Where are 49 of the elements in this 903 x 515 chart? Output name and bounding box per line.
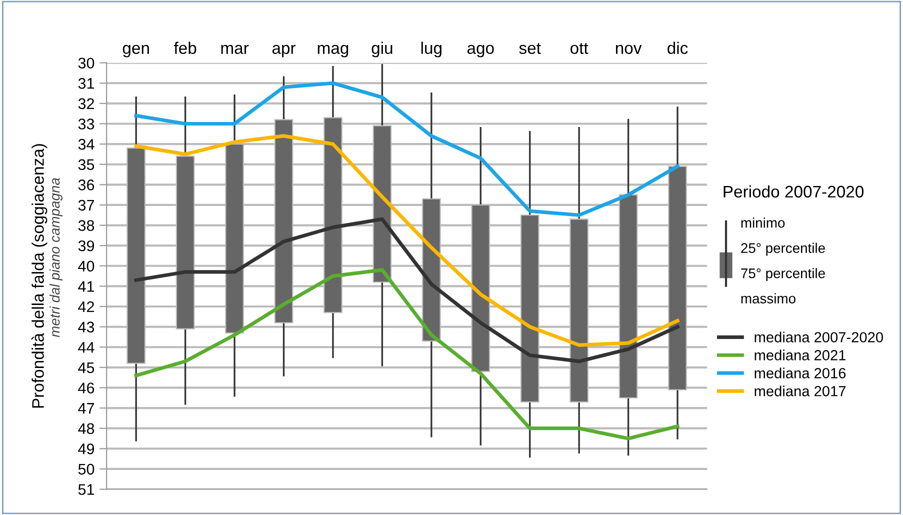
y-tick-label: 44: [78, 342, 94, 353]
y-tick-label: 43: [78, 322, 94, 332]
x-tick-label: ago: [467, 44, 494, 58]
y-tick-label: 36: [78, 180, 94, 190]
y-tick-label: 42: [78, 301, 94, 312]
line-series: [134, 268, 680, 440]
text: 25° percentile: [741, 242, 825, 256]
legend-label: mediana 2017: [754, 386, 846, 396]
y-tick-label: 31: [78, 78, 94, 89]
x-tick-label: apr: [272, 44, 296, 58]
y-tick-label: 47: [78, 403, 94, 414]
line-series: [134, 217, 680, 364]
x-tick-label: mar: [221, 44, 249, 54]
x-tick-label: ott: [570, 43, 588, 54]
legend-label: mediana 2021: [754, 350, 846, 360]
x-tick-label: lug: [421, 42, 442, 58]
line-series: [134, 134, 680, 347]
y-tick-label: 35: [78, 159, 94, 170]
y-tick-label: 45: [78, 362, 94, 374]
y-tick-label: 30: [78, 58, 94, 69]
y-tick-label: 33: [78, 118, 94, 130]
text: minimo: [741, 218, 785, 228]
x-tick-label: nov: [616, 44, 642, 54]
x-tick-label: gen: [122, 44, 149, 58]
y-tick-label: 41: [78, 281, 94, 292]
y-tick-label: 40: [78, 260, 94, 272]
legend-label: mediana 2007-2020: [754, 332, 883, 342]
text: massimo: [741, 293, 796, 304]
y-tick-label: 32: [78, 98, 94, 110]
y-axis-title: Profondità della falda (soggiacenza): [31, 144, 48, 408]
text: metri dal piano campagna: [50, 178, 62, 338]
legend-label: mediana 2016: [754, 368, 846, 378]
y-tick-label: 34: [78, 138, 94, 150]
y-tick-label: 37: [78, 200, 94, 211]
y-tick-label: 49: [78, 444, 94, 454]
y-tick-label: 38: [78, 220, 94, 231]
y-tick-label: 46: [78, 382, 94, 394]
line-series: [134, 81, 680, 217]
y-tick-label: 48: [78, 423, 94, 434]
x-tick-label: dic: [668, 42, 688, 54]
y-tick-label: 39: [78, 240, 94, 252]
x-tick-label: mag: [318, 44, 348, 58]
x-tick-label: feb: [174, 42, 196, 54]
y-tick-label: 50: [78, 464, 94, 475]
legend-title: Periodo 2007-2020: [724, 185, 864, 198]
text: 75° percentile: [741, 268, 825, 281]
x-tick-label: set: [519, 43, 541, 54]
y-tick-label: 51: [78, 484, 94, 495]
x-tick-label: giu: [372, 42, 392, 58]
